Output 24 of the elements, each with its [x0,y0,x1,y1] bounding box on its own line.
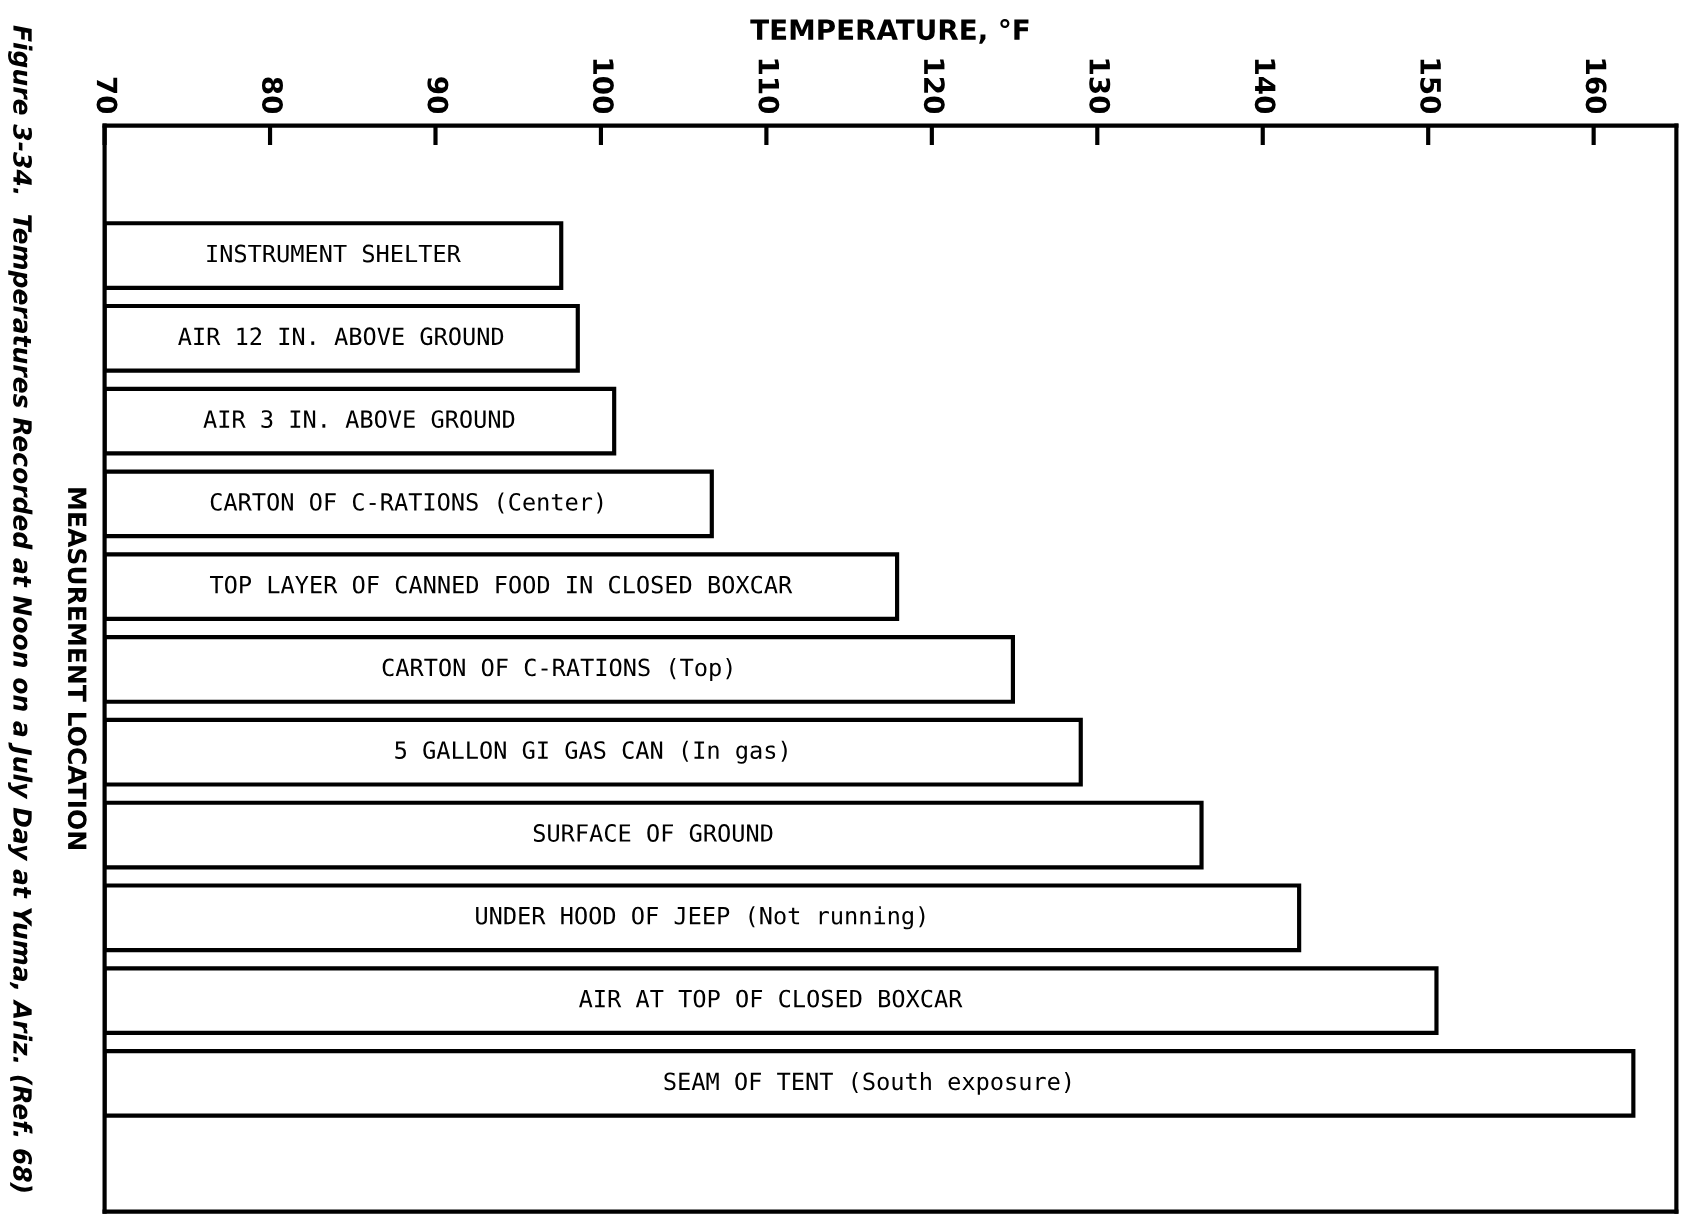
x-tick-label: 130 [1089,59,1111,114]
y-axis-title: MEASUREMENT LOCATION [67,488,87,849]
x-tick-label: 90 [427,77,449,114]
x-axis-title: TEMPERATURE, °F [750,18,1029,44]
x-tick-label: 100 [592,59,614,114]
y-tick-label: CARTON OF C-RATIONS (Top) [382,658,732,681]
y-tick-label: TOP LAYER OF CANNED FOOD IN CLOSED BOXCAR [209,575,793,594]
x-tick-label: 160 [1585,59,1607,114]
y-tick-label: AIR 12 IN. ABOVE GROUND [178,327,504,346]
y-tick-label: CARTON OF C-RATIONS (Center) [210,492,603,514]
x-tick-label: 110 [758,59,780,114]
x-tick-label: 140 [1254,59,1276,114]
y-tick-label: AIR AT TOP OF CLOSED BOXCAR [579,989,963,1008]
y-tick-label: SURFACE OF GROUND [533,824,773,842]
y-tick-label: AIR 3 IN. ABOVE GROUND [203,410,515,429]
x-tick-label: 120 [923,59,945,114]
x-tick-label: 70 [96,77,118,114]
caption: Figure 3-34. Temperatures Recorded at Noon on a July Day at Yuma, Ariz. (Ref. 68) [8,25,33,1192]
y-tick-label: SEAM OF TENT (South exposure) [664,1072,1071,1095]
x-tick-label: 150 [1420,59,1442,114]
y-tick-label: INSTRUMENT SHELTER [207,244,461,263]
y-tick-label: 5 GALLON GI GAS CAN (In gas) [395,740,787,764]
y-tick-label: UNDER HOOD OF JEEP (Not running) [476,906,925,930]
x-tick-label: 80 [261,77,283,114]
